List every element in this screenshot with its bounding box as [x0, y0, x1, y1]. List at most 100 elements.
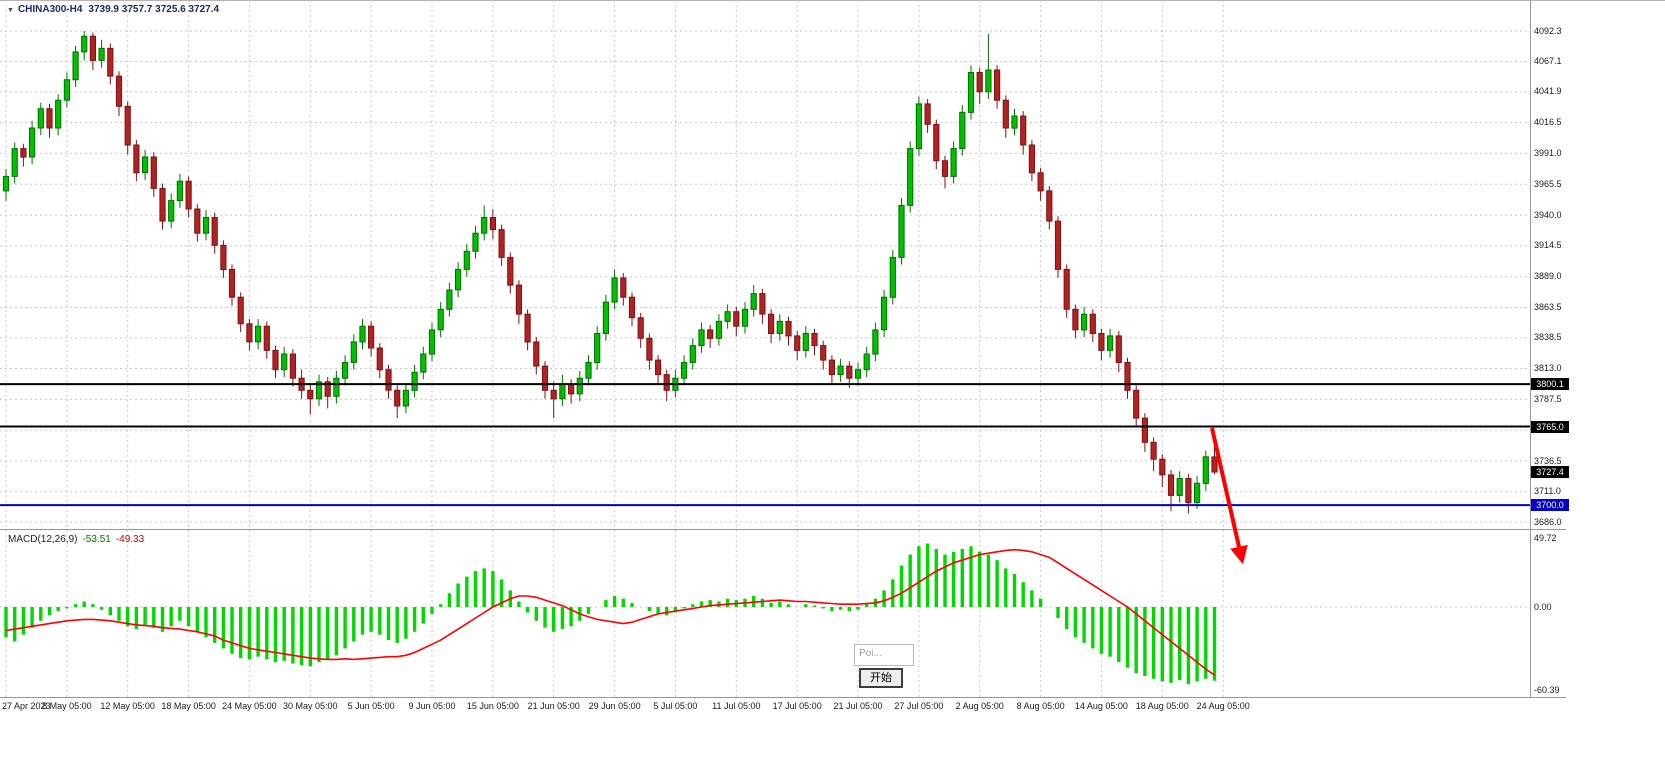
candle	[159, 188, 166, 222]
candle	[437, 308, 444, 331]
popup: Poi... 开始	[854, 644, 914, 688]
candle	[394, 389, 401, 407]
candle	[559, 383, 566, 400]
candle	[385, 369, 392, 391]
time-axis-label: 14 Aug 05:00	[1074, 701, 1128, 711]
price-axis-label: 3813.0	[1534, 363, 1562, 373]
candle	[1194, 482, 1201, 504]
macd-name: MACD(12,26,9)	[8, 534, 78, 545]
macd-signal-value: -49.33	[115, 534, 145, 545]
candle	[620, 277, 627, 298]
candle	[724, 311, 731, 322]
candle	[72, 51, 79, 81]
candle	[698, 329, 705, 347]
candle	[533, 341, 540, 367]
time-axis-label: 17 Jul 05:00	[772, 701, 822, 711]
time-axis-label: 27 Apr 2023	[2, 701, 51, 711]
candle	[681, 362, 688, 379]
time-axis-label: 24 Aug 05:00	[1196, 701, 1250, 711]
macd-axis-label: 49.72	[1534, 533, 1557, 544]
macd-panel[interactable]	[0, 530, 1530, 697]
candle	[1054, 220, 1062, 270]
candle	[1072, 308, 1079, 331]
candle	[1176, 478, 1183, 496]
candle	[568, 383, 575, 395]
candle	[811, 333, 818, 347]
price-axis-label: 3889.0	[1534, 271, 1562, 282]
candle	[994, 69, 1001, 101]
candle	[976, 72, 983, 93]
candle	[176, 180, 184, 201]
candle	[472, 232, 479, 252]
candle	[455, 268, 462, 291]
symbol-dropdown-icon[interactable]: ▼	[7, 7, 14, 14]
candle	[481, 217, 488, 234]
price-axis-label: 4092.3	[1534, 25, 1562, 36]
price-axis-label: 3711.0	[1534, 486, 1561, 497]
candle	[768, 313, 775, 335]
candle	[663, 374, 670, 391]
candle	[411, 371, 418, 391]
time-axis-label: 11 Jul 05:00	[712, 701, 761, 711]
price-axis-label: 4041.9	[1534, 86, 1562, 97]
panel-divider[interactable]	[0, 529, 1566, 530]
time-axis-label: 30 May 05:00	[283, 701, 338, 711]
candle	[98, 47, 105, 61]
candle	[1081, 313, 1088, 331]
popup-list-item[interactable]: Poi...	[854, 644, 914, 666]
candle	[602, 301, 609, 335]
time-axis-label: 2 Aug 05:00	[955, 701, 1004, 711]
candle	[289, 353, 296, 379]
price-axis-label: 3914.5	[1534, 240, 1562, 251]
candle	[333, 377, 340, 397]
candle	[1185, 478, 1192, 504]
candle	[1028, 144, 1036, 174]
candle	[498, 229, 505, 258]
price-axis-label: 3787.5	[1534, 393, 1562, 404]
grid-layer	[0, 0, 1530, 530]
time-axis-label: 12 May 05:00	[100, 701, 155, 711]
candle	[1202, 456, 1209, 484]
candle	[1150, 441, 1157, 460]
candle	[489, 217, 496, 231]
candle	[985, 69, 992, 93]
time-axis-label: 5 Jul 05:00	[653, 701, 698, 711]
candle	[794, 335, 801, 351]
price-badge: 3800.1	[1531, 378, 1569, 391]
candle	[142, 156, 149, 174]
candle	[307, 389, 314, 400]
price-axis-label: 3863.5	[1534, 302, 1562, 312]
time-axis-label: 8 May 05:00	[42, 701, 92, 711]
candle	[802, 333, 809, 351]
level-lines-layer	[0, 383, 1530, 507]
candle	[1002, 99, 1009, 129]
candle	[281, 353, 288, 371]
candle	[854, 369, 862, 379]
time-axis-label: 29 Jun 05:00	[588, 701, 641, 711]
candle	[1037, 172, 1044, 192]
price-axis-label: 3736.5	[1534, 455, 1562, 466]
candle	[907, 148, 914, 206]
time-axis-label: 8 Aug 05:00	[1016, 701, 1065, 711]
time-axis-label: 18 Aug 05:00	[1135, 701, 1189, 711]
candle	[863, 353, 870, 371]
candle	[29, 127, 36, 158]
candle	[915, 103, 922, 150]
candle	[211, 217, 218, 246]
candle	[124, 105, 131, 146]
candle	[202, 217, 210, 234]
candle	[715, 320, 722, 339]
time-axis-label: 9 Jun 05:00	[408, 701, 456, 711]
price-axis-label: 3940.0	[1534, 209, 1562, 220]
candle	[785, 320, 792, 337]
time-axis-label: 27 Jul 05:00	[894, 701, 944, 711]
candle	[133, 144, 140, 174]
start-button[interactable]: 开始	[859, 668, 903, 688]
price-chart[interactable]	[0, 0, 1530, 530]
candle	[524, 313, 531, 343]
candle	[594, 333, 601, 363]
candle	[194, 208, 201, 234]
candle	[255, 325, 262, 343]
candle	[428, 329, 436, 355]
